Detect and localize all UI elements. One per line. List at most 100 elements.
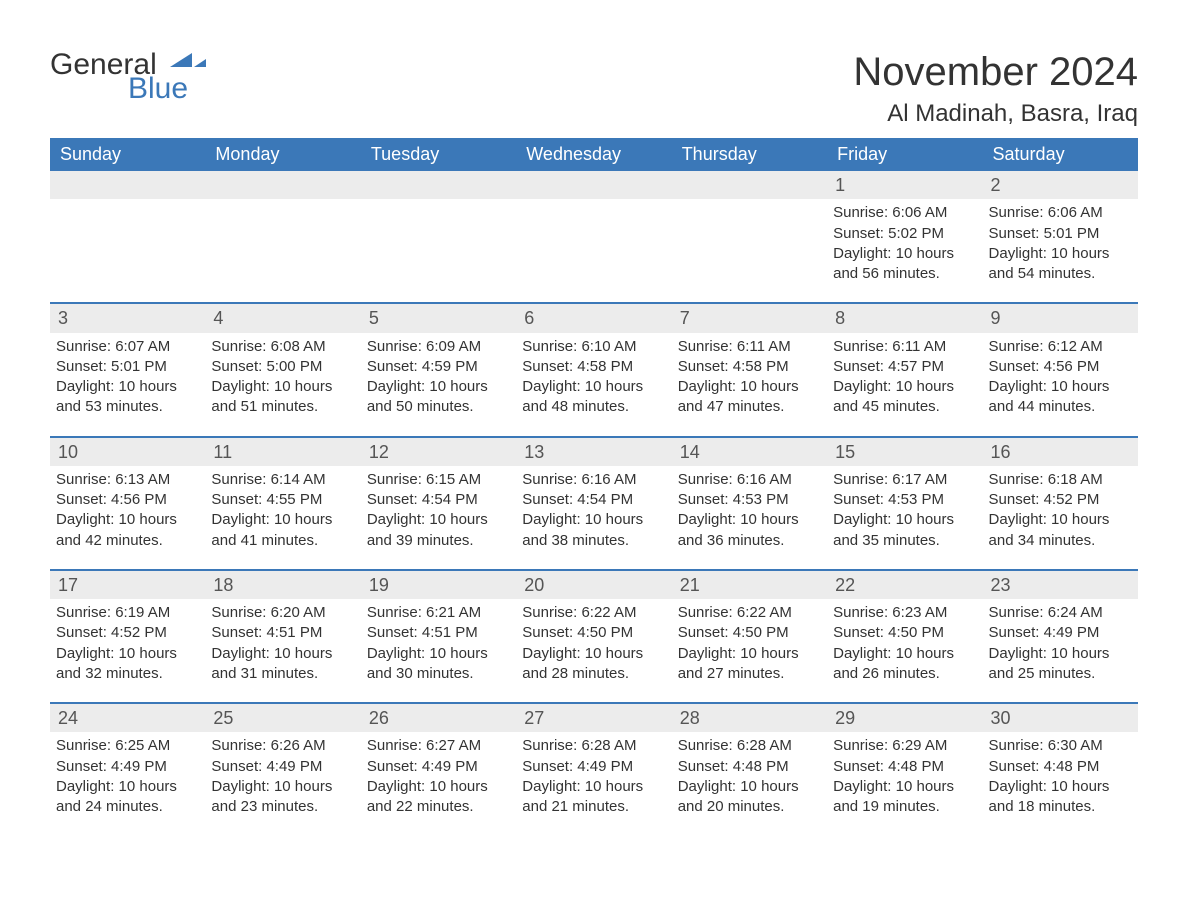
day-body: Sunrise: 6:20 AMSunset: 4:51 PMDaylight:…: [205, 603, 360, 684]
day-cell: 22Sunrise: 6:23 AMSunset: 4:50 PMDayligh…: [827, 571, 982, 692]
day-cell: 12 Sunrise: 6:15 AMSunset: 4:54 PMDayligh…: [361, 438, 516, 559]
sunset-text: Sunset: 4:55 PM: [211, 490, 354, 510]
day-cell: [50, 171, 205, 292]
day-number: 25: [205, 704, 360, 732]
day-number: [361, 171, 516, 199]
day-number: 6: [516, 304, 671, 332]
sunset-text: Sunset: 4:59 PM: [367, 357, 510, 377]
day-number: 2: [983, 171, 1138, 199]
daylight-text: Daylight: 10 hours and 35 minutes.: [833, 510, 976, 551]
sunrise-text: Sunrise: 6:21 AM: [367, 603, 510, 623]
day-body: Sunrise: 6:11 AMSunset: 4:57 PMDaylight:…: [827, 337, 982, 418]
month-year-title: November 2024: [853, 50, 1138, 94]
sunset-text: Sunset: 4:50 PM: [833, 623, 976, 643]
daylight-text: Daylight: 10 hours and 47 minutes.: [678, 377, 821, 418]
day-body: Sunrise: 6:13 AMSunset: 4:56 PMDaylight:…: [50, 470, 205, 551]
daylight-text: Daylight: 10 hours and 32 minutes.: [56, 644, 199, 685]
daylight-text: Daylight: 10 hours and 21 minutes.: [522, 777, 665, 818]
day-number: 26: [361, 704, 516, 732]
day-body: Sunrise: 6:24 AMSunset: 4:49 PMDaylight:…: [983, 603, 1138, 684]
daylight-text: Daylight: 10 hours and 50 minutes.: [367, 377, 510, 418]
sunrise-text: Sunrise: 6:17 AM: [833, 470, 976, 490]
day-number: 7: [672, 304, 827, 332]
daylight-text: Daylight: 10 hours and 54 minutes.: [989, 244, 1132, 285]
day-body: Sunrise: 6:07 AMSunset: 5:01 PMDaylight:…: [50, 337, 205, 418]
daylight-text: Daylight: 10 hours and 20 minutes.: [678, 777, 821, 818]
day-body: Sunrise: 6:14 AMSunset: 4:55 PMDaylight:…: [205, 470, 360, 551]
day-body: Sunrise: 6:27 AMSunset: 4:49 PMDaylight:…: [361, 736, 516, 817]
brand-logo: General Blue: [50, 50, 210, 106]
day-cell: 13 Sunrise: 6:16 AMSunset: 4:54 PMDayligh…: [516, 438, 671, 559]
daylight-text: Daylight: 10 hours and 18 minutes.: [989, 777, 1132, 818]
brand-word2: Blue: [128, 74, 210, 104]
daylight-text: Daylight: 10 hours and 45 minutes.: [833, 377, 976, 418]
day-cell: [361, 171, 516, 292]
sunrise-text: Sunrise: 6:11 AM: [678, 337, 821, 357]
sunset-text: Sunset: 4:52 PM: [989, 490, 1132, 510]
day-body: Sunrise: 6:08 AMSunset: 5:00 PMDaylight:…: [205, 337, 360, 418]
day-cell: 19 Sunrise: 6:21 AMSunset: 4:51 PMDayligh…: [361, 571, 516, 692]
sunset-text: Sunset: 4:48 PM: [678, 757, 821, 777]
day-number: 23: [983, 571, 1138, 599]
sunrise-text: Sunrise: 6:23 AM: [833, 603, 976, 623]
day-number: 22: [827, 571, 982, 599]
day-body: Sunrise: 6:19 AMSunset: 4:52 PMDaylight:…: [50, 603, 205, 684]
sunrise-text: Sunrise: 6:26 AM: [211, 736, 354, 756]
sunset-text: Sunset: 5:02 PM: [833, 224, 976, 244]
sunrise-text: Sunrise: 6:09 AM: [367, 337, 510, 357]
brand-sail-icon: [170, 53, 206, 71]
day-cell: 6Sunrise: 6:10 AMSunset: 4:58 PMDaylight…: [516, 304, 671, 425]
sunset-text: Sunset: 4:52 PM: [56, 623, 199, 643]
sunrise-text: Sunrise: 6:22 AM: [522, 603, 665, 623]
weekday-header: Tuesday: [361, 138, 516, 171]
daylight-text: Daylight: 10 hours and 41 minutes.: [211, 510, 354, 551]
day-body: Sunrise: 6:15 AMSunset: 4:54 PMDaylight:…: [361, 470, 516, 551]
sunrise-text: Sunrise: 6:30 AM: [989, 736, 1132, 756]
daylight-text: Daylight: 10 hours and 19 minutes.: [833, 777, 976, 818]
day-body: Sunrise: 6:22 AMSunset: 4:50 PMDaylight:…: [672, 603, 827, 684]
sunrise-text: Sunrise: 6:19 AM: [56, 603, 199, 623]
week-row: 3Sunrise: 6:07 AMSunset: 5:01 PMDaylight…: [50, 302, 1138, 425]
sunrise-text: Sunrise: 6:18 AM: [989, 470, 1132, 490]
day-body: Sunrise: 6:18 AMSunset: 4:52 PMDaylight:…: [983, 470, 1138, 551]
day-number: 13: [516, 438, 671, 466]
sunrise-text: Sunrise: 6:20 AM: [211, 603, 354, 623]
day-number: 30: [983, 704, 1138, 732]
day-number: 14: [672, 438, 827, 466]
day-number: 4: [205, 304, 360, 332]
day-number: 12: [361, 438, 516, 466]
week-row: 1Sunrise: 6:06 AMSunset: 5:02 PMDaylight…: [50, 171, 1138, 292]
day-cell: 14Sunrise: 6:16 AMSunset: 4:53 PMDayligh…: [672, 438, 827, 559]
sunrise-text: Sunrise: 6:10 AM: [522, 337, 665, 357]
daylight-text: Daylight: 10 hours and 51 minutes.: [211, 377, 354, 418]
daylight-text: Daylight: 10 hours and 30 minutes.: [367, 644, 510, 685]
sunrise-text: Sunrise: 6:15 AM: [367, 470, 510, 490]
day-number: 15: [827, 438, 982, 466]
sunrise-text: Sunrise: 6:07 AM: [56, 337, 199, 357]
day-cell: 18Sunrise: 6:20 AMSunset: 4:51 PMDayligh…: [205, 571, 360, 692]
daylight-text: Daylight: 10 hours and 28 minutes.: [522, 644, 665, 685]
sunrise-text: Sunrise: 6:29 AM: [833, 736, 976, 756]
day-number: 19: [361, 571, 516, 599]
sunrise-text: Sunrise: 6:11 AM: [833, 337, 976, 357]
day-number: [205, 171, 360, 199]
sunset-text: Sunset: 4:54 PM: [522, 490, 665, 510]
weekday-header: Friday: [827, 138, 982, 171]
day-body: Sunrise: 6:25 AMSunset: 4:49 PMDaylight:…: [50, 736, 205, 817]
day-number: [672, 171, 827, 199]
day-cell: 30Sunrise: 6:30 AMSunset: 4:48 PMDayligh…: [983, 704, 1138, 825]
sunset-text: Sunset: 4:57 PM: [833, 357, 976, 377]
sunset-text: Sunset: 4:58 PM: [522, 357, 665, 377]
sunset-text: Sunset: 5:00 PM: [211, 357, 354, 377]
day-body: Sunrise: 6:21 AMSunset: 4:51 PMDaylight:…: [361, 603, 516, 684]
day-number: 10: [50, 438, 205, 466]
sunset-text: Sunset: 4:49 PM: [56, 757, 199, 777]
day-number: 5: [361, 304, 516, 332]
daylight-text: Daylight: 10 hours and 22 minutes.: [367, 777, 510, 818]
day-cell: 26 Sunrise: 6:27 AMSunset: 4:49 PMDayligh…: [361, 704, 516, 825]
daylight-text: Daylight: 10 hours and 56 minutes.: [833, 244, 976, 285]
sunset-text: Sunset: 4:49 PM: [989, 623, 1132, 643]
day-body: Sunrise: 6:16 AMSunset: 4:54 PMDaylight:…: [516, 470, 671, 551]
day-number: 1: [827, 171, 982, 199]
day-number: [516, 171, 671, 199]
